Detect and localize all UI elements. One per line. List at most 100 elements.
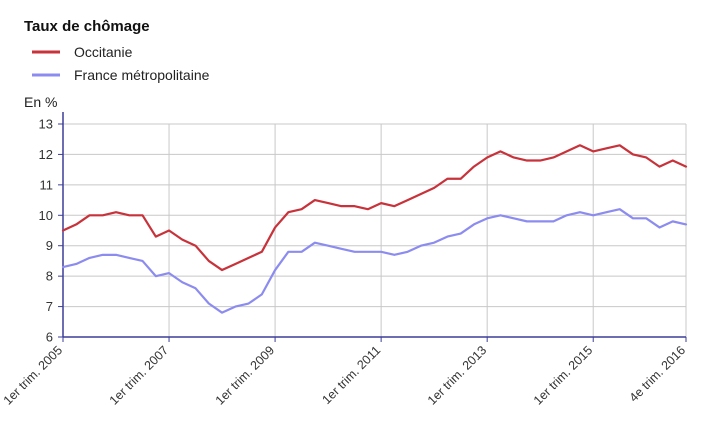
- data-point-occitanie[interactable]: [566, 150, 568, 152]
- data-point-france-metropolitaine[interactable]: [499, 214, 501, 216]
- data-point-france-metropolitaine[interactable]: [168, 272, 170, 274]
- data-point-occitanie[interactable]: [685, 165, 687, 167]
- data-point-occitanie[interactable]: [340, 205, 342, 207]
- data-point-occitanie[interactable]: [486, 156, 488, 158]
- data-point-france-metropolitaine[interactable]: [446, 235, 448, 237]
- data-point-france-metropolitaine[interactable]: [208, 302, 210, 304]
- data-point-occitanie[interactable]: [526, 159, 528, 161]
- data-point-occitanie[interactable]: [459, 178, 461, 180]
- data-point-france-metropolitaine[interactable]: [75, 263, 77, 265]
- data-point-france-metropolitaine[interactable]: [526, 220, 528, 222]
- data-point-occitanie[interactable]: [247, 257, 249, 259]
- data-point-france-metropolitaine[interactable]: [420, 245, 422, 247]
- data-point-occitanie[interactable]: [155, 235, 157, 237]
- data-point-france-metropolitaine[interactable]: [102, 254, 104, 256]
- data-point-france-metropolitaine[interactable]: [566, 214, 568, 216]
- data-point-occitanie[interactable]: [194, 245, 196, 247]
- data-point-france-metropolitaine[interactable]: [539, 220, 541, 222]
- data-point-france-metropolitaine[interactable]: [194, 287, 196, 289]
- data-point-france-metropolitaine[interactable]: [314, 241, 316, 243]
- data-point-france-metropolitaine[interactable]: [115, 254, 117, 256]
- data-point-occitanie[interactable]: [592, 150, 594, 152]
- data-point-occitanie[interactable]: [261, 251, 263, 253]
- data-point-occitanie[interactable]: [499, 150, 501, 152]
- data-point-occitanie[interactable]: [208, 260, 210, 262]
- data-point-france-metropolitaine[interactable]: [155, 275, 157, 277]
- data-point-occitanie[interactable]: [274, 226, 276, 228]
- data-point-france-metropolitaine[interactable]: [619, 208, 621, 210]
- data-point-france-metropolitaine[interactable]: [247, 302, 249, 304]
- data-point-occitanie[interactable]: [102, 214, 104, 216]
- data-point-france-metropolitaine[interactable]: [62, 266, 64, 268]
- data-point-france-metropolitaine[interactable]: [552, 220, 554, 222]
- data-point-france-metropolitaine[interactable]: [605, 211, 607, 213]
- data-point-occitanie[interactable]: [62, 229, 64, 231]
- data-point-france-metropolitaine[interactable]: [393, 254, 395, 256]
- data-point-france-metropolitaine[interactable]: [287, 251, 289, 253]
- data-point-occitanie[interactable]: [168, 229, 170, 231]
- data-point-france-metropolitaine[interactable]: [300, 251, 302, 253]
- data-point-france-metropolitaine[interactable]: [261, 293, 263, 295]
- data-point-occitanie[interactable]: [393, 205, 395, 207]
- data-point-france-metropolitaine[interactable]: [221, 311, 223, 313]
- data-point-france-metropolitaine[interactable]: [459, 232, 461, 234]
- data-point-occitanie[interactable]: [433, 187, 435, 189]
- data-point-occitanie[interactable]: [645, 156, 647, 158]
- data-point-occitanie[interactable]: [353, 205, 355, 207]
- data-point-occitanie[interactable]: [552, 156, 554, 158]
- data-point-france-metropolitaine[interactable]: [685, 223, 687, 225]
- data-point-france-metropolitaine[interactable]: [592, 214, 594, 216]
- data-point-occitanie[interactable]: [327, 202, 329, 204]
- data-point-france-metropolitaine[interactable]: [380, 251, 382, 253]
- data-point-occitanie[interactable]: [128, 214, 130, 216]
- legend-item-occitanie[interactable]: Occitanie: [32, 44, 133, 60]
- data-point-france-metropolitaine[interactable]: [274, 269, 276, 271]
- data-point-france-metropolitaine[interactable]: [367, 251, 369, 253]
- data-point-occitanie[interactable]: [420, 193, 422, 195]
- data-point-france-metropolitaine[interactable]: [327, 245, 329, 247]
- data-point-france-metropolitaine[interactable]: [672, 220, 674, 222]
- data-point-occitanie[interactable]: [88, 214, 90, 216]
- series-line-france-metropolitaine[interactable]: [61, 208, 688, 314]
- data-point-france-metropolitaine[interactable]: [88, 257, 90, 259]
- data-point-occitanie[interactable]: [605, 147, 607, 149]
- data-point-france-metropolitaine[interactable]: [406, 251, 408, 253]
- data-point-occitanie[interactable]: [314, 199, 316, 201]
- data-point-occitanie[interactable]: [539, 159, 541, 161]
- data-point-occitanie[interactable]: [234, 263, 236, 265]
- data-point-occitanie[interactable]: [658, 165, 660, 167]
- data-point-france-metropolitaine[interactable]: [128, 257, 130, 259]
- data-point-occitanie[interactable]: [579, 144, 581, 146]
- series-line-occitanie[interactable]: [61, 144, 688, 272]
- data-point-france-metropolitaine[interactable]: [658, 226, 660, 228]
- data-point-occitanie[interactable]: [181, 238, 183, 240]
- data-point-france-metropolitaine[interactable]: [645, 217, 647, 219]
- data-point-occitanie[interactable]: [75, 223, 77, 225]
- data-point-occitanie[interactable]: [632, 153, 634, 155]
- data-point-occitanie[interactable]: [287, 211, 289, 213]
- data-point-france-metropolitaine[interactable]: [181, 281, 183, 283]
- data-point-france-metropolitaine[interactable]: [353, 251, 355, 253]
- data-point-occitanie[interactable]: [367, 208, 369, 210]
- data-point-occitanie[interactable]: [446, 178, 448, 180]
- data-point-france-metropolitaine[interactable]: [512, 217, 514, 219]
- data-point-occitanie[interactable]: [115, 211, 117, 213]
- data-point-occitanie[interactable]: [473, 165, 475, 167]
- data-point-occitanie[interactable]: [512, 156, 514, 158]
- data-point-france-metropolitaine[interactable]: [486, 217, 488, 219]
- data-point-france-metropolitaine[interactable]: [632, 217, 634, 219]
- data-point-france-metropolitaine[interactable]: [579, 211, 581, 213]
- legend-item-france-metropolitaine[interactable]: France métropolitaine: [32, 67, 210, 83]
- data-point-france-metropolitaine[interactable]: [234, 305, 236, 307]
- data-point-occitanie[interactable]: [300, 208, 302, 210]
- data-point-occitanie[interactable]: [672, 159, 674, 161]
- data-point-occitanie[interactable]: [141, 214, 143, 216]
- data-point-france-metropolitaine[interactable]: [473, 223, 475, 225]
- data-point-occitanie[interactable]: [406, 199, 408, 201]
- data-point-france-metropolitaine[interactable]: [340, 248, 342, 250]
- data-point-occitanie[interactable]: [380, 202, 382, 204]
- data-point-occitanie[interactable]: [619, 144, 621, 146]
- data-point-france-metropolitaine[interactable]: [141, 260, 143, 262]
- data-point-france-metropolitaine[interactable]: [433, 241, 435, 243]
- data-point-occitanie[interactable]: [221, 269, 223, 271]
